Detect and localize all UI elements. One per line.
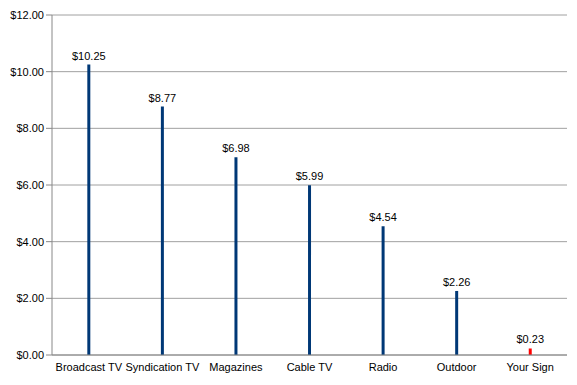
svg-text:$2.26: $2.26 xyxy=(443,276,471,288)
svg-text:$6.98: $6.98 xyxy=(222,142,250,154)
svg-text:$8.77: $8.77 xyxy=(149,92,177,104)
svg-text:Outdoor: Outdoor xyxy=(437,361,477,373)
svg-text:Radio: Radio xyxy=(369,361,398,373)
svg-text:Broadcast TV: Broadcast TV xyxy=(56,361,123,373)
svg-text:$4.54: $4.54 xyxy=(369,211,397,223)
svg-text:$0.23: $0.23 xyxy=(516,333,544,345)
svg-text:Your Sign: Your Sign xyxy=(507,361,554,373)
svg-text:$6.00: $6.00 xyxy=(16,179,44,191)
svg-text:$2.00: $2.00 xyxy=(16,292,44,304)
svg-text:$10.00: $10.00 xyxy=(10,66,44,78)
svg-text:Syndication TV: Syndication TV xyxy=(125,361,199,373)
svg-text:Magazines: Magazines xyxy=(209,361,263,373)
svg-text:$12.00: $12.00 xyxy=(10,9,44,21)
svg-text:Cable TV: Cable TV xyxy=(287,361,333,373)
svg-text:$0.00: $0.00 xyxy=(16,349,44,361)
svg-text:$5.99: $5.99 xyxy=(296,170,324,182)
svg-text:$4.00: $4.00 xyxy=(16,236,44,248)
svg-text:$10.25: $10.25 xyxy=(72,50,106,62)
svg-text:$8.00: $8.00 xyxy=(16,122,44,134)
